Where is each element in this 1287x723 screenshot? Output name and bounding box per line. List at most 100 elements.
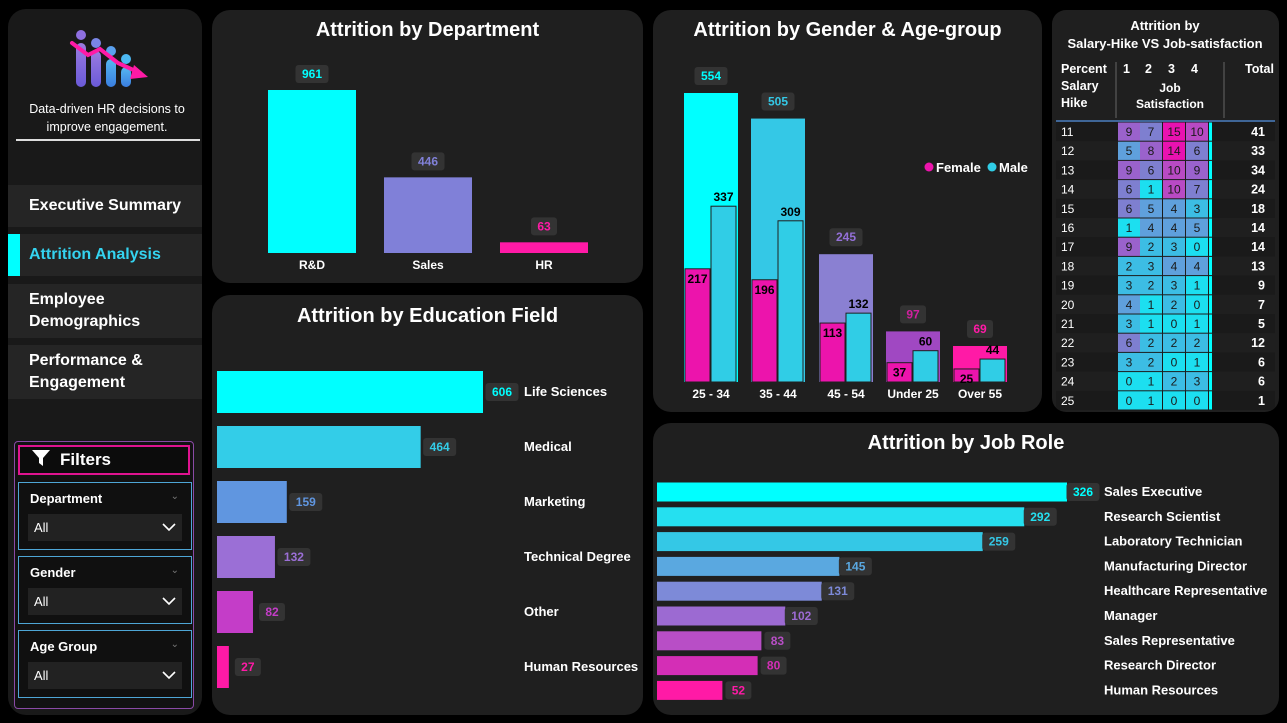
matrix-cell[interactable] bbox=[1186, 180, 1208, 199]
matrix-cell[interactable] bbox=[1118, 122, 1140, 141]
matrix-cell[interactable] bbox=[1140, 218, 1162, 237]
bar[interactable] bbox=[657, 656, 758, 676]
matrix-cell[interactable] bbox=[1163, 256, 1185, 276]
matrix-cell[interactable] bbox=[1163, 180, 1185, 199]
female-bar[interactable] bbox=[953, 368, 980, 383]
male-bar[interactable] bbox=[845, 312, 872, 383]
matrix-cell[interactable] bbox=[1163, 276, 1185, 295]
male-bar[interactable] bbox=[777, 220, 804, 383]
matrix-cell[interactable] bbox=[1118, 141, 1140, 160]
department-dropdown[interactable]: All bbox=[28, 514, 182, 541]
matrix-cell[interactable] bbox=[1186, 372, 1208, 391]
matrix-cell[interactable] bbox=[1186, 352, 1208, 372]
bar-rd[interactable] bbox=[268, 90, 356, 253]
matrix-cell[interactable] bbox=[1118, 372, 1140, 391]
bar[interactable] bbox=[217, 481, 287, 523]
bar[interactable] bbox=[657, 482, 1067, 502]
nav-performance-engagement[interactable]: Performance & Engagement bbox=[8, 345, 202, 399]
nav-employee-demographics[interactable]: Employee Demographics bbox=[8, 284, 202, 338]
matrix-cell[interactable] bbox=[1118, 295, 1140, 314]
matrix-cell[interactable] bbox=[1140, 372, 1162, 391]
legend-female[interactable]: Female bbox=[936, 160, 981, 175]
matrix-cell[interactable] bbox=[1140, 295, 1162, 314]
matrix-cell[interactable] bbox=[1118, 180, 1140, 199]
bar[interactable] bbox=[657, 680, 723, 700]
matrix-cell[interactable] bbox=[1118, 314, 1140, 333]
chevron-down-icon[interactable]: ⌄ bbox=[170, 491, 179, 502]
matrix-cell[interactable] bbox=[1163, 314, 1185, 333]
male-bar[interactable] bbox=[979, 358, 1006, 383]
nav-executive-summary[interactable]: Executive Summary bbox=[8, 185, 202, 227]
bar[interactable] bbox=[657, 532, 983, 552]
matrix-cell[interactable] bbox=[1186, 256, 1208, 276]
matrix-cell[interactable] bbox=[1163, 218, 1185, 237]
female-bar[interactable] bbox=[819, 322, 846, 383]
male-bar[interactable] bbox=[710, 205, 737, 383]
matrix-cell[interactable] bbox=[1140, 391, 1162, 410]
chevron-down-icon[interactable]: ⌄ bbox=[170, 639, 179, 650]
matrix-cell[interactable] bbox=[1140, 122, 1162, 141]
matrix-cell[interactable] bbox=[1186, 391, 1208, 410]
gender-dropdown[interactable]: All bbox=[28, 588, 182, 615]
male-bar[interactable] bbox=[912, 350, 939, 383]
matrix-cell[interactable] bbox=[1140, 199, 1162, 218]
matrix-cell[interactable] bbox=[1186, 141, 1208, 160]
bar[interactable] bbox=[657, 581, 822, 601]
matrix-cell[interactable] bbox=[1163, 237, 1185, 256]
matrix-cell[interactable] bbox=[1186, 237, 1208, 256]
matrix-cell[interactable] bbox=[1186, 276, 1208, 295]
matrix-cell[interactable] bbox=[1163, 141, 1185, 160]
matrix-cell[interactable] bbox=[1140, 256, 1162, 276]
matrix-cell[interactable] bbox=[1140, 314, 1162, 333]
matrix-cell[interactable] bbox=[1118, 333, 1140, 352]
legend-male[interactable]: Male bbox=[999, 160, 1028, 175]
matrix-cell[interactable] bbox=[1140, 160, 1162, 180]
matrix-cell[interactable] bbox=[1186, 295, 1208, 314]
matrix-cell[interactable] bbox=[1163, 352, 1185, 372]
matrix-cell[interactable] bbox=[1140, 141, 1162, 160]
matrix-cell[interactable] bbox=[1163, 372, 1185, 391]
matrix-cell[interactable] bbox=[1186, 160, 1208, 180]
female-bar[interactable] bbox=[751, 279, 778, 383]
matrix-cell[interactable] bbox=[1118, 352, 1140, 372]
matrix-cell[interactable] bbox=[1140, 333, 1162, 352]
bar[interactable] bbox=[657, 606, 786, 626]
matrix-cell[interactable] bbox=[1186, 314, 1208, 333]
matrix-cell[interactable] bbox=[1118, 237, 1140, 256]
column-header[interactable]: 3 bbox=[1168, 62, 1175, 76]
matrix-cell[interactable] bbox=[1186, 122, 1208, 141]
matrix-cell[interactable] bbox=[1163, 333, 1185, 352]
matrix-cell[interactable] bbox=[1163, 122, 1185, 141]
matrix-cell[interactable] bbox=[1118, 199, 1140, 218]
matrix-cell[interactable] bbox=[1118, 218, 1140, 237]
matrix-cell[interactable] bbox=[1186, 333, 1208, 352]
matrix-cell[interactable] bbox=[1118, 391, 1140, 410]
matrix-cell[interactable] bbox=[1163, 391, 1185, 410]
bar[interactable] bbox=[217, 646, 229, 688]
bar[interactable] bbox=[657, 631, 762, 651]
matrix-cell[interactable] bbox=[1140, 276, 1162, 295]
matrix-cell[interactable] bbox=[1163, 295, 1185, 314]
column-header[interactable]: 4 bbox=[1191, 62, 1198, 76]
matrix-cell[interactable] bbox=[1118, 276, 1140, 295]
bar-hr[interactable] bbox=[500, 242, 588, 253]
bar-sales[interactable] bbox=[384, 177, 472, 253]
matrix-cell[interactable] bbox=[1140, 237, 1162, 256]
matrix-cell[interactable] bbox=[1186, 218, 1208, 237]
matrix-cell[interactable] bbox=[1140, 180, 1162, 199]
matrix-cell[interactable] bbox=[1163, 160, 1185, 180]
bar[interactable] bbox=[217, 536, 275, 578]
matrix-cell[interactable] bbox=[1140, 352, 1162, 372]
matrix-cell[interactable] bbox=[1118, 256, 1140, 276]
column-header[interactable]: 2 bbox=[1145, 62, 1152, 76]
bar[interactable] bbox=[217, 426, 421, 468]
bar[interactable] bbox=[217, 591, 253, 633]
column-header[interactable]: 1 bbox=[1123, 62, 1130, 76]
bar[interactable] bbox=[657, 507, 1025, 527]
age-group-dropdown[interactable]: All bbox=[28, 662, 182, 689]
chevron-down-icon[interactable]: ⌄ bbox=[170, 565, 179, 576]
bar[interactable] bbox=[217, 371, 483, 413]
nav-attrition-analysis[interactable]: Attrition Analysis bbox=[8, 234, 202, 276]
matrix-cell[interactable] bbox=[1163, 199, 1185, 218]
matrix-cell[interactable] bbox=[1118, 160, 1140, 180]
